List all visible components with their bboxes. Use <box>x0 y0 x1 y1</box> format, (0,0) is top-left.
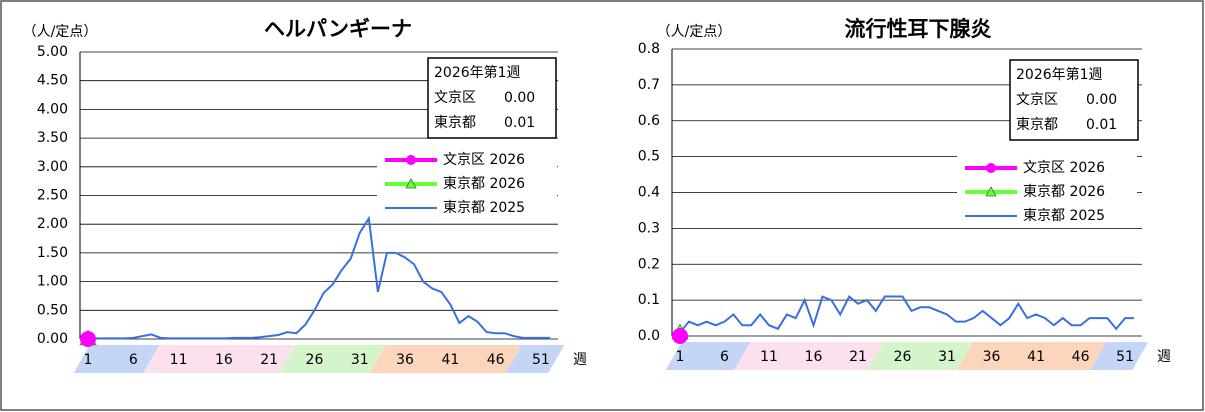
point <box>986 163 996 173</box>
x-tick-label: 1 <box>676 349 685 365</box>
info-value: 0.01 <box>504 115 535 131</box>
x-tick-label: 11 <box>170 352 188 368</box>
week-band <box>1090 342 1149 370</box>
info-box-frame <box>427 57 557 139</box>
x-tick-label: 1 <box>84 352 93 368</box>
y-tick-label: 0.3 <box>638 220 660 236</box>
point <box>405 178 417 189</box>
week-band <box>143 345 296 373</box>
y-tick-label: 0.50 <box>37 302 68 318</box>
y-tick-label: 0.8 <box>638 41 660 57</box>
y-tick-label: 0.6 <box>638 113 660 129</box>
x-tick-label: 41 <box>441 352 459 368</box>
y-tick-label: 3.50 <box>37 130 68 146</box>
info-title: 2026年第1週 <box>434 64 521 81</box>
x-tick-label: 36 <box>983 349 1001 365</box>
x-tick-label: 6 <box>129 352 138 368</box>
week-band <box>73 345 160 373</box>
x-tick-label: 16 <box>215 352 233 368</box>
x-tick-label: 51 <box>1116 349 1134 365</box>
week-band <box>734 342 884 370</box>
legend-label: 東京都 2025 <box>1023 208 1105 224</box>
x-tick-label: 21 <box>260 352 278 368</box>
x-tick-label: 26 <box>306 352 324 368</box>
info-value: 0.00 <box>504 90 535 106</box>
y-tick-label: 0.4 <box>638 185 660 201</box>
week-band <box>279 345 386 373</box>
y-tick-label: 0.5 <box>638 149 660 165</box>
info-value: 0.00 <box>1086 92 1117 108</box>
x-tick-label: 26 <box>894 349 912 365</box>
y-tick-label: 0.2 <box>638 256 660 272</box>
point <box>985 186 997 197</box>
x-tick-label: 11 <box>760 349 778 365</box>
series-line <box>88 215 550 340</box>
x-tick-label: 51 <box>532 352 550 368</box>
point <box>672 328 688 344</box>
legend-label: 東京都 2026 <box>1023 184 1105 200</box>
legend-label: 文京区 2026 <box>1023 160 1105 176</box>
y-unit-label: （人/定点） <box>657 24 732 40</box>
x-axis-label: 週 <box>1157 349 1171 365</box>
y-tick-label: 1.50 <box>37 245 68 261</box>
info-label: 東京都 <box>434 115 476 131</box>
week-band <box>369 345 522 373</box>
point <box>80 331 96 347</box>
legend-label: 東京都 2025 <box>443 200 525 216</box>
chart-title: 流行性耳下腺炎 <box>845 17 992 41</box>
y-tick-label: 0.1 <box>638 292 660 308</box>
y-tick-label: 4.00 <box>37 101 68 117</box>
week-band <box>956 342 1107 370</box>
legend-label: 文京区 2026 <box>443 152 525 168</box>
y-tick-label: 0.7 <box>638 77 660 93</box>
x-tick-label: 41 <box>1027 349 1045 365</box>
y-tick-label: 5.00 <box>37 44 68 60</box>
info-label: 文京区 <box>1016 92 1058 108</box>
y-tick-label: 0.0 <box>638 328 660 344</box>
y-tick-label: 3.00 <box>37 159 68 175</box>
series-line <box>679 294 1134 334</box>
x-axis-label: 週 <box>573 352 587 368</box>
x-tick-label: 6 <box>720 349 729 365</box>
legend-label: 東京都 2026 <box>443 176 525 192</box>
info-label: 東京都 <box>1016 117 1058 133</box>
x-tick-label: 21 <box>849 349 867 365</box>
week-band <box>867 342 973 370</box>
x-tick-label: 46 <box>487 352 505 368</box>
chart-title: ヘルパンギーナ <box>264 17 412 41</box>
y-unit-label: （人/定点） <box>23 24 98 40</box>
y-tick-label: 1.00 <box>37 274 68 290</box>
y-tick-label: 4.50 <box>37 73 68 89</box>
info-value: 0.01 <box>1086 117 1117 133</box>
x-tick-label: 31 <box>351 352 369 368</box>
y-tick-label: 0.00 <box>37 331 68 347</box>
x-tick-label: 16 <box>805 349 823 365</box>
info-title: 2026年第1週 <box>1016 66 1103 83</box>
x-tick-label: 46 <box>1072 349 1090 365</box>
point <box>406 155 416 165</box>
y-tick-label: 2.50 <box>37 188 68 204</box>
week-band <box>505 345 565 373</box>
info-label: 文京区 <box>434 90 476 106</box>
y-tick-label: 2.00 <box>37 216 68 232</box>
info-box-frame <box>1009 59 1139 141</box>
x-tick-label: 36 <box>396 352 414 368</box>
week-band <box>665 342 751 370</box>
x-tick-label: 31 <box>938 349 956 365</box>
